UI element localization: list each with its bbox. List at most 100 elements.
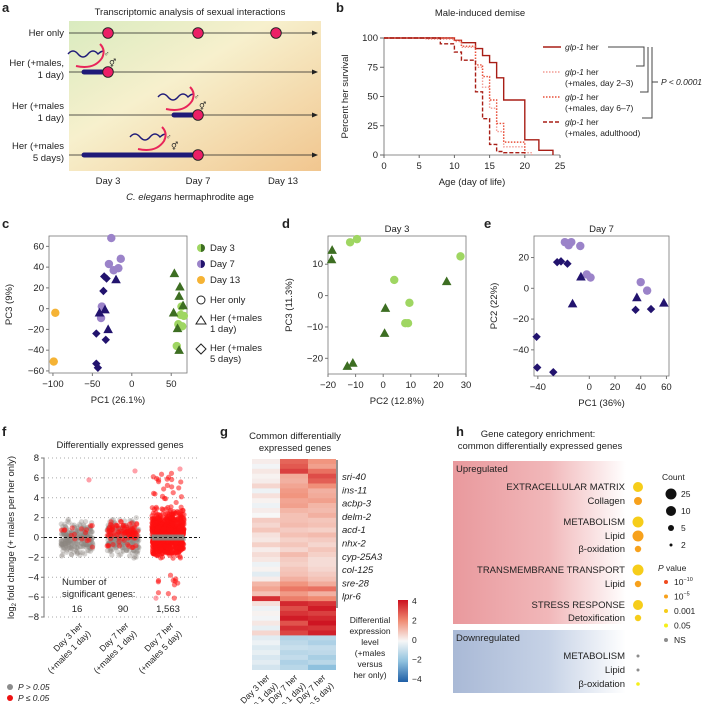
x-tick-label: 50 <box>166 379 177 390</box>
heatmap-cell <box>252 640 280 646</box>
gene-point-significant <box>167 572 174 578</box>
y-tick-label: 0 <box>34 533 39 544</box>
gene-point-ns <box>82 518 89 525</box>
gene-point-ns <box>132 554 138 560</box>
heatmap-cell <box>280 659 308 666</box>
gene-point-ns <box>58 538 65 544</box>
heatmap-cell <box>252 635 280 641</box>
data-point-triangle <box>441 276 452 286</box>
pca-plot-e: −40 0 20 40 60 −40 −20 0 20 PC1 (36%) PC2 (22%) Day… <box>489 224 672 409</box>
heatmap-cell <box>308 586 336 592</box>
colorbar-title-line: Differential <box>350 615 391 625</box>
gene-point-ns <box>63 531 69 537</box>
gene-point-significant <box>162 549 168 555</box>
data-point-diamond <box>556 257 566 266</box>
y-tick-label: 2 <box>34 513 39 524</box>
gene-point-significant <box>149 516 155 522</box>
subcategory-label: Lipid <box>605 579 625 590</box>
gene-point-significant <box>176 525 182 531</box>
panel-a: a Transcriptomic analysis of sexual inte… <box>2 0 321 203</box>
gene-point-ns <box>81 542 87 548</box>
enrichment-dot <box>636 668 640 672</box>
y-tick-label: 10 <box>312 259 323 270</box>
heatmap-cell <box>252 512 280 519</box>
gene-point-extreme <box>177 466 183 472</box>
y-tick-label: −20 <box>513 314 529 325</box>
gene-point-ns <box>65 540 72 546</box>
timeline-tick-label: Day 7 <box>186 176 211 187</box>
heatmap-cell <box>252 596 280 602</box>
gene-point-ns <box>64 549 70 555</box>
gene-point-ns <box>74 548 80 554</box>
gene-point-ns <box>74 545 80 551</box>
pvalue-base: 0.05 <box>674 621 691 631</box>
gene-point-significant <box>153 506 160 512</box>
x-tick-label: 30 <box>461 380 472 391</box>
data-point-circle <box>642 286 652 295</box>
heatmap-cell <box>308 547 336 553</box>
male-symbol-icon: ♂ <box>104 51 109 58</box>
heatmap-cell <box>280 620 308 626</box>
data-point-circle <box>107 233 116 243</box>
gene-point-significant <box>113 522 119 528</box>
gene-point-ns <box>58 531 65 537</box>
pvalue-rest: value <box>664 563 687 573</box>
gene-point-significant <box>135 528 141 534</box>
category-label: METABOLISM <box>563 651 625 662</box>
data-point-circle <box>49 357 58 366</box>
heatmap-cell <box>252 610 280 617</box>
pca-plot-c: −100 −50 0 50 −60 −40 −20 0 20 40 60 PC1 (26.1%) PC3… <box>4 233 189 406</box>
subcategory-label: Detoxification <box>568 613 625 624</box>
heatmap-cell <box>308 488 336 494</box>
significance-brackets <box>608 46 658 119</box>
data-point-diamond <box>532 332 541 341</box>
gene-point-significant <box>61 527 68 533</box>
ns-band <box>152 534 184 541</box>
gene-point-ns <box>69 544 76 550</box>
legend-label: Her (+males <box>210 313 262 324</box>
gene-point-ns <box>60 544 66 550</box>
gene-point-ns <box>75 545 81 551</box>
gene-point-significant <box>177 555 184 561</box>
y-tick-label: 0 <box>318 291 323 302</box>
gene-point-ns <box>62 541 68 547</box>
gene-label: sri-40 <box>342 472 366 483</box>
gene-point-extreme <box>153 595 159 601</box>
gene-point-significant <box>121 531 127 537</box>
gene-point-ns <box>69 543 75 549</box>
pvalue-base: 10 <box>674 592 684 602</box>
heatmap-cell <box>308 537 336 543</box>
gene-point-ns <box>129 540 135 546</box>
gene-point-ns <box>66 542 72 548</box>
heatmap-cell <box>252 463 280 470</box>
gene-point-significant <box>157 516 163 522</box>
enrichment-rows: EXTRACELLULAR MATRIX Collagen METABOLISM Li… <box>477 482 644 690</box>
legend-diamond-icon <box>195 343 207 355</box>
count-legend-dot <box>669 543 673 547</box>
heatmap-cell <box>252 620 280 626</box>
heatmap-cell <box>252 459 280 465</box>
data-point-triangle <box>327 245 337 254</box>
x-tick-label: 25 <box>555 161 566 172</box>
legend-label-sub: (+males, adulthood) <box>565 128 641 138</box>
colorbar-title-line: level <box>361 637 379 647</box>
heatmap-cell <box>308 635 336 641</box>
heatmap-cell <box>252 655 280 661</box>
significant-count: 16 <box>72 604 83 615</box>
x-tick-label: 0 <box>129 379 134 390</box>
gene-label: delm-2 <box>342 512 372 523</box>
male-symbol-icon: ♂ <box>194 94 199 101</box>
gene-point-ns <box>89 529 95 535</box>
y-tick-label: −8 <box>28 612 39 623</box>
gene-point-ns <box>74 541 80 547</box>
gene-label: nhx-2 <box>342 539 366 550</box>
gene-point-extreme <box>86 477 92 483</box>
gene-point-ns <box>116 552 122 558</box>
gene-point-significant <box>178 540 185 547</box>
xlabel-species: C. elegans <box>126 192 172 203</box>
pvalue-base: 10 <box>674 577 684 587</box>
timeline-ticks: Day 3 Day 7 Day 13 <box>96 176 298 187</box>
heatmap-cell <box>280 591 308 597</box>
heatmap-cell <box>308 640 336 646</box>
legend-dot-day13 <box>197 276 205 284</box>
